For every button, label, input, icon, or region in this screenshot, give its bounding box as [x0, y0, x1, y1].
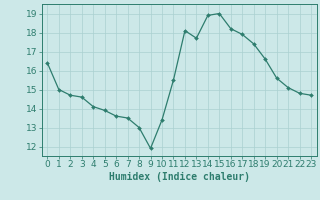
X-axis label: Humidex (Indice chaleur): Humidex (Indice chaleur) — [109, 172, 250, 182]
